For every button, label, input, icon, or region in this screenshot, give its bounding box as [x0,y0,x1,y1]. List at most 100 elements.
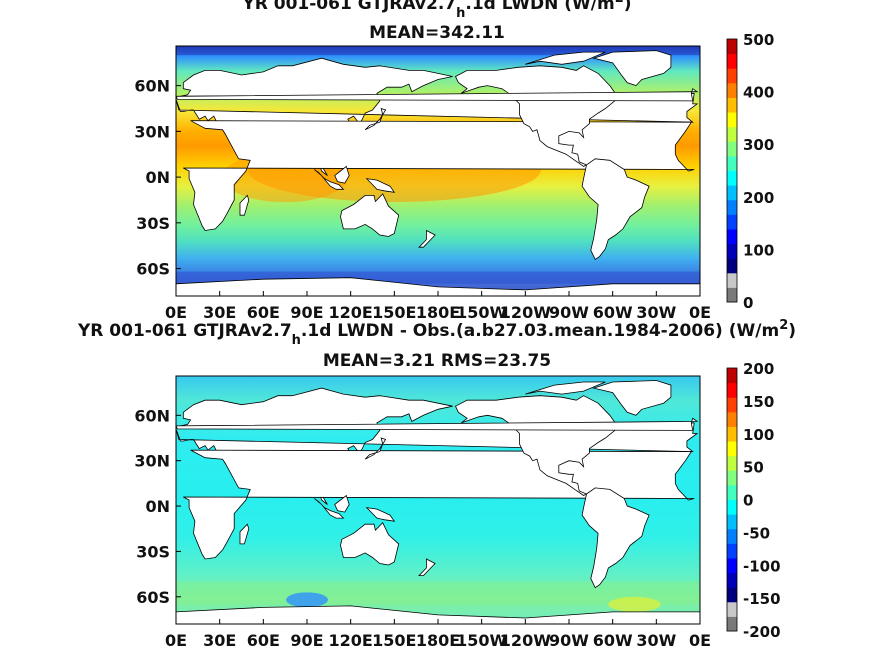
colorbar-segment [727,514,737,530]
colorbar-segment [727,455,737,471]
land-newguinea [365,507,396,522]
colorbar-tick-label: 100 [743,241,774,259]
colorbar-tick-label: 400 [743,84,774,102]
colorbar-tick-label: 500 [743,31,774,49]
x-tick-label: 120E [329,631,373,650]
land-uk [175,88,699,102]
x-tick-label: 150E [372,631,416,650]
colorbar-segment [727,185,737,201]
colorbar-tick-label: 300 [743,136,774,154]
negative-bias-patch [286,592,328,608]
colorbar-tick-label: 150 [743,393,774,411]
x-tick-label: 0E [689,303,711,322]
land-newzealand [418,229,436,248]
y-tick-label: 60N [134,406,170,425]
colorbar-segment [727,368,737,384]
colorbar-segment [727,528,737,544]
x-tick-label: 60W [593,303,633,322]
land-samerica [581,487,650,589]
colorbar-segment [727,287,737,303]
colorbar-segment [727,272,737,288]
y-tick-label: 60N [134,77,170,96]
land-canadaarch [525,381,606,395]
x-tick-label: 60E [247,631,280,650]
colorbar-tick-label: 50 [743,459,764,477]
colorbar-frame [726,367,738,632]
x-tick-label: 120W [500,631,551,650]
colorbar-tick-label: -200 [743,623,781,641]
colorbar-segment [727,243,737,259]
arctic-cold-band [176,46,700,56]
colorbar-tick-label: -100 [743,557,781,575]
x-tick-label: 0E [689,631,711,650]
colorbar-tick-label: 100 [743,426,774,444]
colorbar-segment [727,82,737,98]
chart-panel-1: 60N 30N 0N 30S 60S 0E 30E 60E 90E 120E 150E 180E150… [134,0,774,322]
chart-title: YR 001-061 GTJRAv2.7h.1d LWDN - Obs.(a.b… [77,318,796,348]
x-tick-label: 30W [636,303,676,322]
land-greenland [592,50,672,87]
x-tick-label: 30E [203,631,236,650]
colorbar-segment [727,228,737,245]
colorbar-segment [727,426,737,442]
land-samerica [581,158,650,260]
colorbar-segment [727,587,737,603]
land-japan [364,107,387,131]
land-japan [364,437,387,460]
land-newzealand [418,558,436,576]
colorbar-segment [727,39,737,55]
y-tick-label: 30N [134,122,170,141]
x-tick-label: 90E [290,303,323,322]
colorbar-tick-label: -50 [743,524,770,542]
chart-title: YR 001-061 GTJRAv2.7h.1d LWDN (W/m2) [241,0,631,21]
colorbar-tick-label: -150 [743,590,781,608]
colorbar-segment [727,572,737,588]
y-tick-label: 0N [145,497,170,516]
colorbar-segment [727,411,737,427]
land-australia [340,522,400,566]
y-tick-label: 60S [136,260,170,279]
colorbar-segment [727,112,737,128]
land-canadaarch [525,51,606,65]
x-tick-label: 150W [456,303,507,322]
x-tick-label: 150E [372,303,416,322]
colorbar-segment [727,68,737,84]
y-tick-label: 30S [136,542,170,561]
colorbar-segment [727,616,737,632]
chart-subtitle: MEAN=342.11 [369,23,505,43]
land-namerica [454,65,620,167]
colorbar-segment [727,155,737,171]
land-madagascar [239,194,250,216]
colorbar-segment [727,499,737,515]
land-greenland [592,380,672,416]
y-tick-label: 30N [134,452,170,471]
x-tick-label: 180E [416,631,460,650]
x-tick-label: 150W [456,631,507,650]
colorbar-segment [727,199,737,215]
y-tick-label: 30S [136,214,170,233]
x-tick-label: 0E [165,631,187,650]
land-madagascar [239,523,250,545]
land-namerica [454,395,620,496]
colorbar-segment [727,484,737,500]
x-tick-label: 60E [247,303,280,322]
x-tick-label: 120E [329,303,373,322]
x-tick-label: 90E [290,631,323,650]
colorbar-segment [727,441,737,457]
colorbar-segment [727,543,737,559]
colorbar-segment [727,97,737,113]
colorbar-segment [727,141,737,157]
positive-bias-patch [608,596,661,612]
x-tick-label: 30E [203,303,236,322]
x-tick-label: 90W [549,303,589,322]
land-newguinea [365,178,396,193]
x-tick-label: 30W [636,631,676,650]
colorbar-segment [727,397,737,413]
colorbar-segment [727,170,737,186]
land-borneo [334,165,350,184]
x-tick-label: 90W [549,631,589,650]
colorbar-segment [727,382,737,398]
